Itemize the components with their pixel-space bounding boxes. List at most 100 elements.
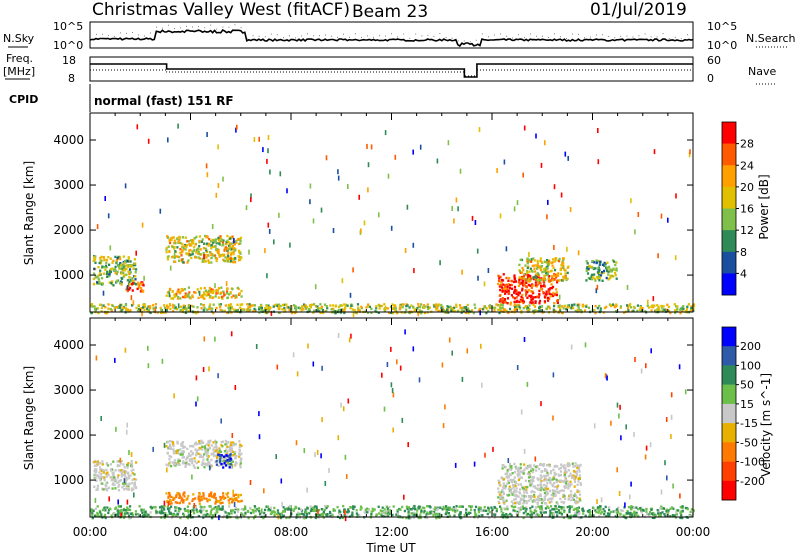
echo-cell [589, 515, 592, 518]
echo-cell [215, 257, 219, 260]
echo-cell [526, 307, 529, 310]
echo-cell [203, 505, 206, 509]
echo-cell [227, 258, 230, 261]
echo-cell [658, 307, 661, 310]
echo-cell [239, 500, 242, 503]
echo-cell [544, 476, 547, 479]
echo-cell [136, 287, 139, 291]
echo-cell [199, 287, 202, 290]
echo-cell [309, 509, 312, 513]
echo-cell [198, 499, 201, 503]
echo-cell [117, 504, 120, 508]
echo-cell [197, 497, 200, 501]
echo-cell [220, 454, 223, 457]
echo-cell [426, 516, 429, 520]
echo-cell [656, 509, 659, 512]
echo-cell [325, 155, 328, 161]
echo-cell [497, 479, 500, 482]
echo-cell [606, 266, 609, 269]
echo-cell [192, 249, 195, 253]
echo-cell [599, 307, 602, 310]
echo-cell [412, 149, 414, 155]
echo-cell [346, 304, 349, 307]
nave-tick-top: 60 [707, 54, 721, 67]
echo-cell [624, 502, 626, 508]
echo-cell [353, 308, 356, 312]
echo-cell [250, 193, 252, 199]
echo-cell [217, 505, 220, 508]
echo-cell [229, 443, 232, 446]
echo-cell [507, 279, 510, 282]
echo-cell [451, 350, 453, 356]
echo-cell [279, 516, 282, 520]
echo-cell [230, 253, 233, 256]
echo-cell [221, 297, 224, 300]
echo-cell [116, 270, 119, 273]
echo-cell [90, 509, 93, 513]
echo-cell [626, 284, 629, 290]
echo-cell [531, 513, 534, 516]
echo-cell [513, 494, 516, 497]
echo-cell [581, 303, 584, 307]
echo-cell [652, 304, 655, 308]
echo-cell [211, 291, 215, 295]
echo-cell [689, 149, 691, 155]
echo-cell [525, 499, 528, 503]
colorbar-segment [722, 461, 736, 482]
echo-cell [513, 297, 516, 300]
echo-cell [122, 509, 126, 512]
echo-cell [616, 402, 619, 408]
echo-cell [415, 512, 418, 515]
echo-cell [318, 307, 321, 310]
echo-cell [203, 497, 206, 500]
echo-cell [446, 308, 449, 312]
echo-cell [441, 362, 444, 368]
echo-cell [183, 445, 186, 449]
echo-cell [553, 268, 557, 272]
echo-cell [523, 125, 526, 131]
echo-cell [386, 512, 389, 516]
echo-cell [520, 277, 523, 280]
echo-cell [610, 420, 612, 426]
echo-cell [563, 494, 566, 498]
echo-cell [165, 294, 168, 297]
echo-cell [435, 512, 438, 516]
echo-cell [205, 236, 208, 239]
echo-cell [351, 511, 354, 514]
echo-cell [135, 306, 138, 310]
echo-cell [222, 243, 225, 246]
echo-cell [108, 281, 111, 284]
echo-cell [539, 481, 542, 484]
echo-cell [116, 509, 119, 512]
noise-right-label: N.Search [746, 32, 796, 45]
echo-cell [176, 463, 180, 466]
echo-cell [220, 444, 223, 447]
echo-cell [312, 509, 315, 513]
echo-cell [141, 511, 144, 514]
echo-cell [94, 255, 97, 258]
echo-cell [190, 256, 193, 260]
echo-cell [174, 464, 177, 467]
echo-cell [166, 258, 169, 261]
echo-cell [188, 452, 191, 455]
echo-cell [513, 491, 516, 494]
echo-cell [211, 288, 214, 291]
echo-cell [114, 487, 117, 490]
echo-cell [517, 291, 520, 294]
echo-cell [203, 293, 206, 296]
echo-cell [320, 508, 323, 511]
echo-cell [113, 476, 116, 479]
echo-cell [548, 489, 552, 493]
echo-cell [575, 514, 578, 518]
echo-cell [200, 495, 203, 498]
echo-cell [517, 284, 521, 288]
echo-cell [185, 498, 188, 501]
echo-cell [156, 311, 159, 314]
echo-cell [91, 305, 94, 308]
echo-cell [679, 312, 682, 315]
echo-cell [329, 304, 332, 307]
echo-cell [238, 258, 241, 262]
echo-cell [189, 253, 192, 257]
echo-cell [536, 295, 539, 298]
echo-cell [514, 509, 517, 513]
